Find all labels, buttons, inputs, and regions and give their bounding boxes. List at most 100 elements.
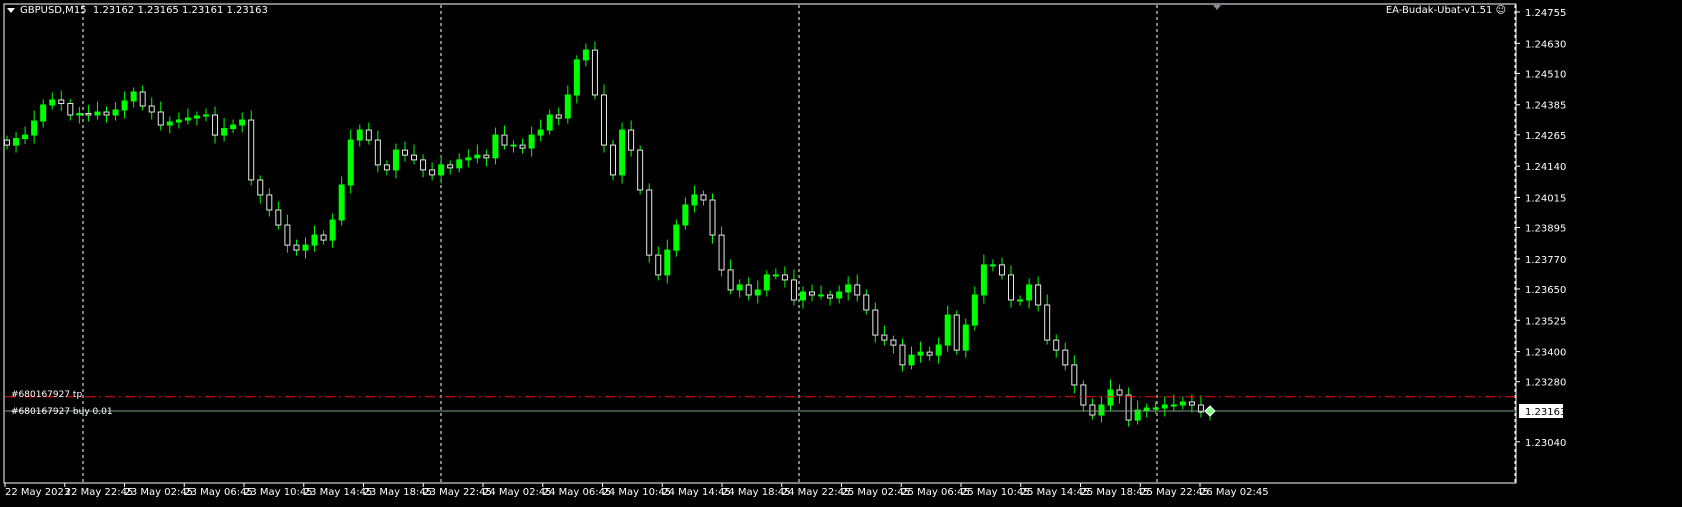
time-tick-label: 24 May 22:45 [782,487,851,498]
candle-body [347,139,354,186]
candle-body [58,99,65,104]
price-tick-label: 1.23895 [1525,224,1566,235]
candle-body [573,59,580,96]
candle-body [899,344,906,366]
candle-body [908,354,915,366]
candle-body [727,269,734,291]
time-tick-label: 25 May 06:45 [901,487,970,498]
candles [4,41,1213,427]
candle-body [374,139,381,166]
candle-body [754,289,761,296]
candle-body [582,49,589,61]
candle-body [917,351,924,356]
candle-body [166,121,173,126]
buy-order-label: #680167927 buy 0.01 [11,407,113,417]
time-tick-label: 24 May 10:45 [603,487,672,498]
time-tick-label: 23 May 18:45 [364,487,433,498]
candle-body [320,234,327,241]
candle-body [94,111,101,116]
time-tick-label: 25 May 02:45 [842,487,911,498]
candle-body [356,129,363,141]
candle-body [1152,407,1159,410]
candle-body [76,113,83,116]
time-tick-label: 25 May 18:45 [1081,487,1150,498]
candle-body [845,284,852,293]
candle-body [284,224,291,246]
candle-body [438,164,445,176]
candle-body [1107,389,1114,406]
candle-body [112,109,119,116]
price-tick-label: 1.23400 [1525,348,1566,359]
price-axis: 1.24755 1.24630 1.24510 1.24385 1.24265 1.241… [1516,8,1566,449]
candle-body [202,114,209,117]
candle-body [790,279,797,301]
candle-body [709,199,716,236]
candle-body [836,291,843,299]
candle-body [781,274,788,281]
time-tick-label: 26 May 02:45 [1200,487,1269,498]
price-tick-label: 1.23040 [1525,438,1566,449]
triangle-down-icon[interactable] [7,8,15,13]
candle-body [40,104,47,122]
candle-body [420,159,427,171]
candle-body [456,159,463,169]
candle-body [193,115,200,119]
expert-advisor-label[interactable]: EA-Budak-Ubat-v1.51 ☺ [1386,5,1506,16]
price-tick-label: 1.24755 [1525,8,1566,19]
order-lines [5,396,1515,417]
candle-body [4,139,10,146]
candle-body [49,99,56,106]
candle-body [1035,284,1042,306]
candle-body [1044,304,1051,341]
time-tick-label: 22 May 2023 [5,487,70,498]
candle-body [809,291,816,296]
price-tick-label: 1.24015 [1525,193,1566,204]
candle-body [492,134,499,159]
candle-body [926,351,933,356]
candle-body [139,91,146,107]
price-tick-label: 1.23650 [1525,285,1566,296]
candle-body [691,194,698,206]
candle-body [130,91,137,102]
price-tick-label: 1.24510 [1525,69,1566,80]
candle-body [682,204,689,226]
candle-body [1080,384,1087,406]
time-tick-label: 23 May 02:45 [125,487,194,498]
candle-body [13,138,20,146]
candle-body [745,284,752,296]
time-tick-label: 23 May 10:45 [244,487,313,498]
candle-body [103,111,110,116]
candle-body [365,129,372,141]
candle-body [501,134,508,146]
expert-name: EA-Budak-Ubat-v1.51 [1385,5,1493,16]
candle-body [1188,401,1195,406]
candle-body [591,49,598,96]
candle-body [1161,404,1168,409]
candle-body [31,120,38,136]
time-tick-label: 23 May 14:45 [304,487,373,498]
candle-body [1116,389,1123,396]
symbol-label: GBPUSD,M15 [20,5,87,16]
candle-body [212,114,219,136]
entry-arrow-icon [1204,405,1216,417]
candle-body [628,129,635,151]
candle-body [854,284,861,296]
candle-body [655,254,662,276]
time-tick-label: 24 May 14:45 [662,487,731,498]
candle-body [392,149,399,171]
candle-body [275,209,282,226]
candle-body [447,164,454,169]
candle-body [980,264,987,296]
price-tick-label: 1.23525 [1525,316,1566,327]
candle-body [1008,274,1015,301]
candle-body [890,339,897,346]
candle-body [1170,404,1177,407]
candle-body [230,124,237,130]
candle-body [157,111,164,126]
candle-body [1071,364,1078,386]
candle-body [1134,409,1141,421]
chart-shift-marker-icon[interactable] [1213,5,1221,10]
candle-body [1017,299,1024,302]
